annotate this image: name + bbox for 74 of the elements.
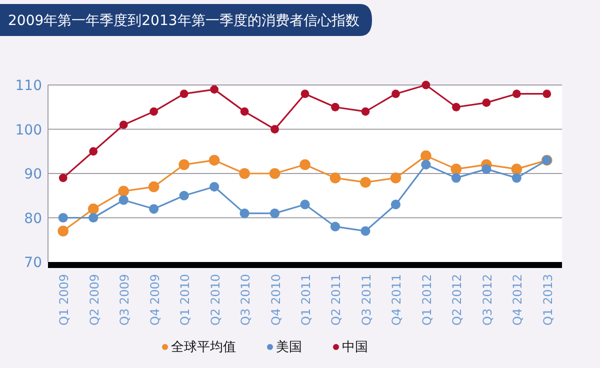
x-tick-label: Q2 2011 bbox=[329, 274, 344, 326]
point bbox=[420, 150, 432, 162]
point bbox=[360, 226, 370, 236]
point bbox=[179, 190, 189, 200]
point bbox=[118, 186, 129, 197]
x-tick-label: Q4 2011 bbox=[390, 274, 404, 326]
point bbox=[150, 107, 158, 116]
point bbox=[119, 120, 128, 130]
point bbox=[482, 164, 492, 174]
x-tick-label: Q3 2012 bbox=[480, 274, 494, 326]
point bbox=[392, 90, 400, 98]
point bbox=[360, 176, 371, 188]
point bbox=[270, 125, 279, 134]
x-tick-label: Q1 2009 bbox=[57, 274, 72, 326]
point bbox=[542, 90, 552, 98]
point bbox=[210, 85, 218, 94]
point bbox=[452, 102, 460, 112]
x-tick-label: Q4 2012 bbox=[510, 274, 525, 326]
point bbox=[512, 90, 521, 98]
legend-label: 美国 bbox=[276, 339, 302, 355]
point bbox=[269, 168, 280, 179]
x-tick-label: Q1 2010 bbox=[178, 274, 192, 326]
legend-label: 中国 bbox=[342, 340, 368, 355]
point bbox=[178, 159, 190, 170]
point bbox=[209, 182, 220, 192]
point bbox=[118, 195, 128, 205]
point bbox=[511, 164, 522, 174]
point bbox=[331, 102, 340, 112]
point bbox=[88, 204, 99, 214]
point bbox=[89, 147, 98, 156]
legend-label: 全球平均值 bbox=[171, 340, 236, 355]
point bbox=[149, 204, 159, 214]
point bbox=[300, 90, 310, 98]
y-tick-label: 70 bbox=[24, 255, 42, 271]
point bbox=[451, 173, 461, 183]
point bbox=[239, 168, 250, 179]
point bbox=[330, 172, 341, 184]
x-tick-label: Q1 2011 bbox=[299, 274, 313, 326]
point bbox=[450, 164, 462, 174]
x-tick-label: Q4 2010 bbox=[268, 274, 283, 326]
point bbox=[208, 154, 220, 166]
point bbox=[512, 173, 522, 183]
x-tick-label: Q3 2011 bbox=[359, 274, 374, 326]
point bbox=[482, 98, 491, 107]
point bbox=[240, 208, 250, 218]
x-tick-label: Q1 2012 bbox=[420, 274, 434, 326]
point bbox=[300, 159, 310, 170]
point bbox=[58, 226, 69, 236]
point bbox=[422, 80, 430, 90]
x-tick-label: Q1 2013 bbox=[540, 274, 555, 326]
chart-title: 2009年第一年季度到2013年第一季度的消费者信心指数 bbox=[8, 13, 360, 29]
point bbox=[180, 90, 188, 98]
point bbox=[270, 208, 280, 218]
point bbox=[390, 200, 401, 210]
y-tick-label: 80 bbox=[24, 210, 42, 227]
x-tick-label: Q2 2010 bbox=[208, 274, 222, 326]
y-tick-label: 90 bbox=[24, 166, 42, 182]
point bbox=[58, 212, 68, 223]
point bbox=[240, 107, 249, 116]
point bbox=[148, 181, 160, 192]
point bbox=[421, 160, 431, 170]
point bbox=[58, 174, 68, 182]
x-tick-label: Q4 2009 bbox=[148, 274, 162, 326]
x-tick-label: Q2 2009 bbox=[87, 274, 102, 326]
x-tick-label: Q3 2010 bbox=[238, 274, 253, 326]
x-tick-label: Q2 2012 bbox=[450, 274, 464, 326]
y-tick-label: 100 bbox=[15, 122, 42, 138]
point bbox=[361, 107, 370, 116]
point bbox=[300, 200, 310, 210]
point bbox=[330, 222, 340, 232]
x-tick-label: Q3 2009 bbox=[118, 274, 132, 326]
point bbox=[88, 212, 98, 223]
y-tick-label: 110 bbox=[15, 78, 42, 94]
point bbox=[390, 172, 402, 184]
